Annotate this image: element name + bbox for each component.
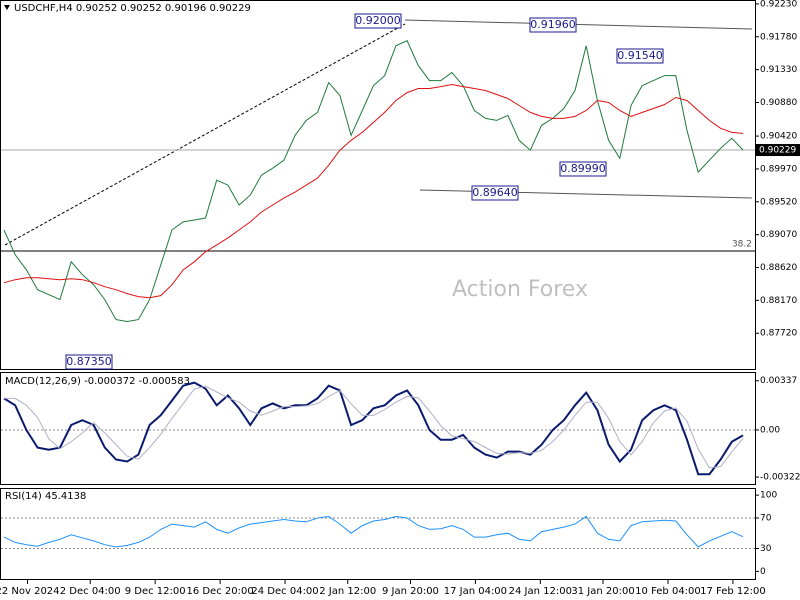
- x-tick-label: 10 Feb 04:00: [635, 586, 701, 597]
- y-tick-label: 0.90880: [760, 98, 797, 108]
- y-tick-label: 0.91780: [760, 32, 797, 42]
- annotation-box: [529, 17, 577, 33]
- y-tick-label: 0.89970: [760, 164, 797, 174]
- x-tick-label: 24 Dec 04:00: [251, 586, 318, 597]
- annotation-box: [471, 185, 519, 201]
- rsi-panel: [0, 488, 756, 580]
- x-tick-label: 16 Dec 20:00: [186, 586, 253, 597]
- series-line: [3, 40, 744, 323]
- watermark: Action Forex: [452, 277, 588, 302]
- y-tick-label: 0.87720: [760, 329, 797, 339]
- y-tick-label: 0: [760, 567, 766, 577]
- x-tick-label: 17 Jan 04:00: [444, 586, 507, 597]
- annotations: 0.92000 0.91960 0.91540 0.89990 0.89640 …: [65, 13, 664, 370]
- y-tick-label: 0.92230: [760, 0, 797, 9]
- x-tick-label: 24 Jan 12:00: [509, 586, 572, 597]
- annotation: 0.87350: [66, 355, 112, 368]
- annotation-box: [559, 161, 607, 177]
- trend-line: [4, 23, 406, 246]
- rsi-title: RSI(14) 45.4138: [5, 491, 86, 502]
- y-tick-label: 0.88620: [760, 263, 797, 273]
- x-tick-label: 17 Feb 12:00: [700, 586, 766, 597]
- annotation: 0.92000: [355, 14, 401, 27]
- macd-title: MACD(12,26,9) -0.000372 -0.000583: [5, 376, 190, 387]
- series-line: [3, 83, 744, 299]
- y-tick-label: 0.89520: [760, 197, 797, 207]
- y-tick-label: 0.89070: [760, 230, 797, 240]
- chart-title: USDCHF,H4 0.90252 0.90252 0.90196 0.9022…: [14, 3, 251, 14]
- menu-arrow: [4, 5, 10, 10]
- annotation: 0.91960: [530, 18, 576, 31]
- y-tick-label: 0.00: [760, 425, 780, 435]
- y-tick-label: 0.00337: [760, 376, 797, 386]
- annotation-box: [616, 48, 664, 64]
- y-tick-label: 0.90420: [760, 132, 797, 142]
- x-tick-label: 2 Dec 04:00: [60, 586, 121, 597]
- x-tick-label: 2 Jan 12:00: [319, 586, 376, 597]
- channel-top: [404, 19, 753, 30]
- x-tick-label: 9 Jan 20:00: [382, 586, 439, 597]
- series-line: [3, 515, 744, 548]
- series-line: [4, 385, 744, 469]
- macd-panel: [0, 372, 756, 485]
- channel-bottom: [419, 189, 753, 199]
- x-tick-label: 31 Jan 20:00: [571, 586, 634, 597]
- main-panel: [0, 0, 756, 370]
- series-line: [3, 381, 744, 476]
- annotation-box: [354, 13, 402, 29]
- fib-label: 38.2: [732, 240, 752, 250]
- y-tick-label: 30: [760, 544, 772, 554]
- y-tick-label: 100: [760, 491, 777, 501]
- annotation: 0.89640: [472, 186, 518, 199]
- annotation-box: [65, 354, 113, 370]
- price-box: [756, 144, 800, 157]
- x-tick-label: 9 Dec 12:00: [125, 586, 186, 597]
- annotation: 0.91540: [617, 49, 663, 62]
- x-tick-label: 22 Nov 2024: [0, 586, 60, 597]
- y-tick-label: 0.91330: [760, 65, 797, 75]
- y-tick-label: -0.003227: [760, 473, 800, 483]
- y-tick-label: 0.88170: [760, 296, 797, 306]
- y-tick-label: 70: [760, 513, 772, 523]
- price-label: 0.90229: [759, 146, 796, 156]
- annotation: 0.89990: [560, 162, 606, 175]
